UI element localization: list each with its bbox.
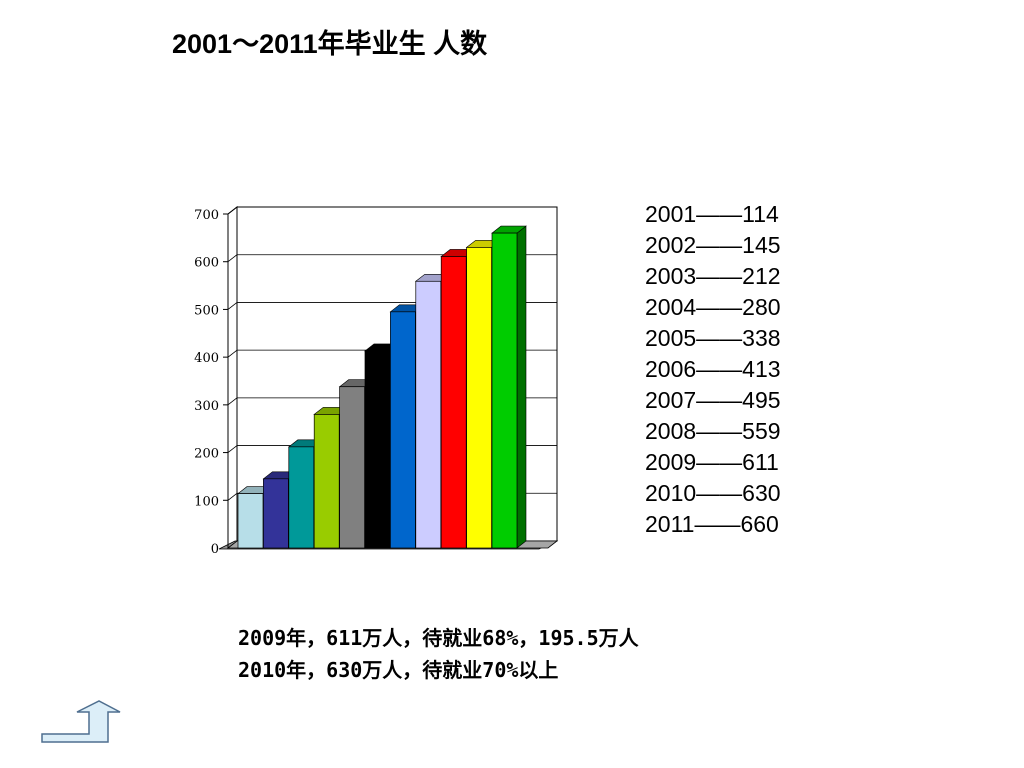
gridline [227, 397, 238, 406]
y-tick-label: 400 [194, 351, 219, 366]
y-tick-label: 600 [194, 256, 219, 271]
gridline [227, 302, 238, 310]
bar-2011 [491, 232, 518, 549]
value-row: 2003——212 [645, 263, 781, 289]
bar-2004 [313, 414, 340, 549]
notes: 2009年，611万人，待就业68%，195.5万人 2010年，630万人，待… [238, 622, 639, 686]
gridline [227, 492, 238, 501]
value-list: 2001——114 2002——145 2003——212 2004——280 2005… [645, 199, 781, 540]
value-row: 2004——280 [645, 294, 781, 320]
bar-2006 [364, 350, 391, 549]
bar-2008 [415, 280, 442, 549]
value-row: 2010——630 [645, 480, 781, 506]
note-2010: 2010年，630万人，待就业70%以上 [238, 658, 559, 682]
bar-side [516, 225, 527, 549]
note-2009: 2009年，611万人，待就业68%，195.5万人 [238, 626, 639, 650]
bar-2009 [440, 256, 467, 549]
value-row: 2006——413 [645, 356, 781, 382]
gridline [227, 206, 238, 215]
gridline [227, 445, 238, 453]
value-row: 2009——611 [645, 449, 779, 475]
chart-title: 2001～2011年毕业生 人数 [172, 29, 488, 59]
y-tick-label: 0 [211, 542, 219, 557]
y-tick-label: 500 [194, 303, 219, 318]
value-row: 2007——495 [645, 387, 781, 413]
return-arrow-icon[interactable] [40, 700, 122, 748]
y-tick-label: 100 [194, 494, 219, 509]
bar-2003 [288, 446, 315, 549]
value-row: 2011——660 [645, 511, 779, 537]
bar-2007 [390, 311, 416, 549]
gridline [227, 349, 238, 358]
bar-2010 [466, 247, 492, 549]
gridline [227, 254, 238, 263]
y-tick-label: 200 [194, 447, 219, 462]
value-row: 2002——145 [645, 232, 781, 258]
y-tick-label: 300 [194, 399, 219, 414]
bar-2001 [237, 493, 264, 549]
value-row: 2001——114 [645, 201, 779, 227]
y-tick-label: 700 [194, 208, 219, 223]
value-row: 2008——559 [645, 418, 781, 444]
value-row: 2005——338 [645, 325, 781, 351]
bar-2002 [263, 478, 289, 549]
bar-2005 [339, 386, 365, 549]
